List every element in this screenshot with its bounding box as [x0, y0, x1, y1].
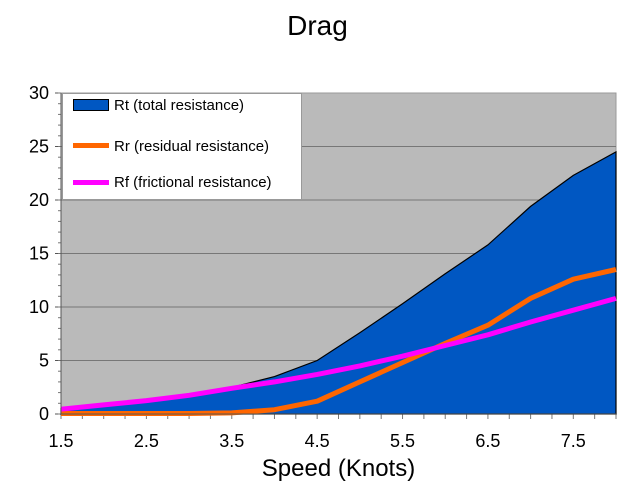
svg-text:20: 20: [29, 190, 49, 210]
x-axis-label: Speed (Knots): [261, 455, 416, 482]
svg-text:1.5: 1.5: [48, 431, 73, 451]
svg-text:6.5: 6.5: [475, 431, 500, 451]
svg-text:5.5: 5.5: [390, 431, 415, 451]
svg-text:3.5: 3.5: [219, 431, 244, 451]
svg-text:25: 25: [29, 137, 49, 157]
y-axis: 0 5 10 15 20 25 30: [29, 83, 61, 424]
legend-label-rr: Rr (residual resistance): [114, 138, 270, 155]
rf-line-series: [60, 295, 617, 412]
svg-text:15: 15: [29, 244, 49, 264]
rf-line-icon: [73, 180, 109, 185]
svg-text:0: 0: [39, 404, 49, 424]
legend-label-rf: Rf (frictional resistance): [114, 174, 272, 191]
chart-title: Drag: [287, 10, 348, 41]
svg-text:5: 5: [39, 351, 49, 371]
x-axis: 1.5 2.5 3.5 4.5 5.5 6.5 7.5: [48, 414, 617, 451]
svg-text:4.5: 4.5: [305, 431, 330, 451]
rr-line-icon: [73, 143, 109, 148]
rt-swatch-icon: [73, 99, 109, 111]
chart-legend: Rt (total resistance) Rr (residual resis…: [62, 93, 302, 200]
legend-label-rt: Rt (total resistance): [114, 97, 245, 114]
svg-text:2.5: 2.5: [134, 431, 159, 451]
svg-text:7.5: 7.5: [561, 431, 586, 451]
svg-text:10: 10: [29, 297, 49, 317]
svg-text:30: 30: [29, 83, 49, 103]
